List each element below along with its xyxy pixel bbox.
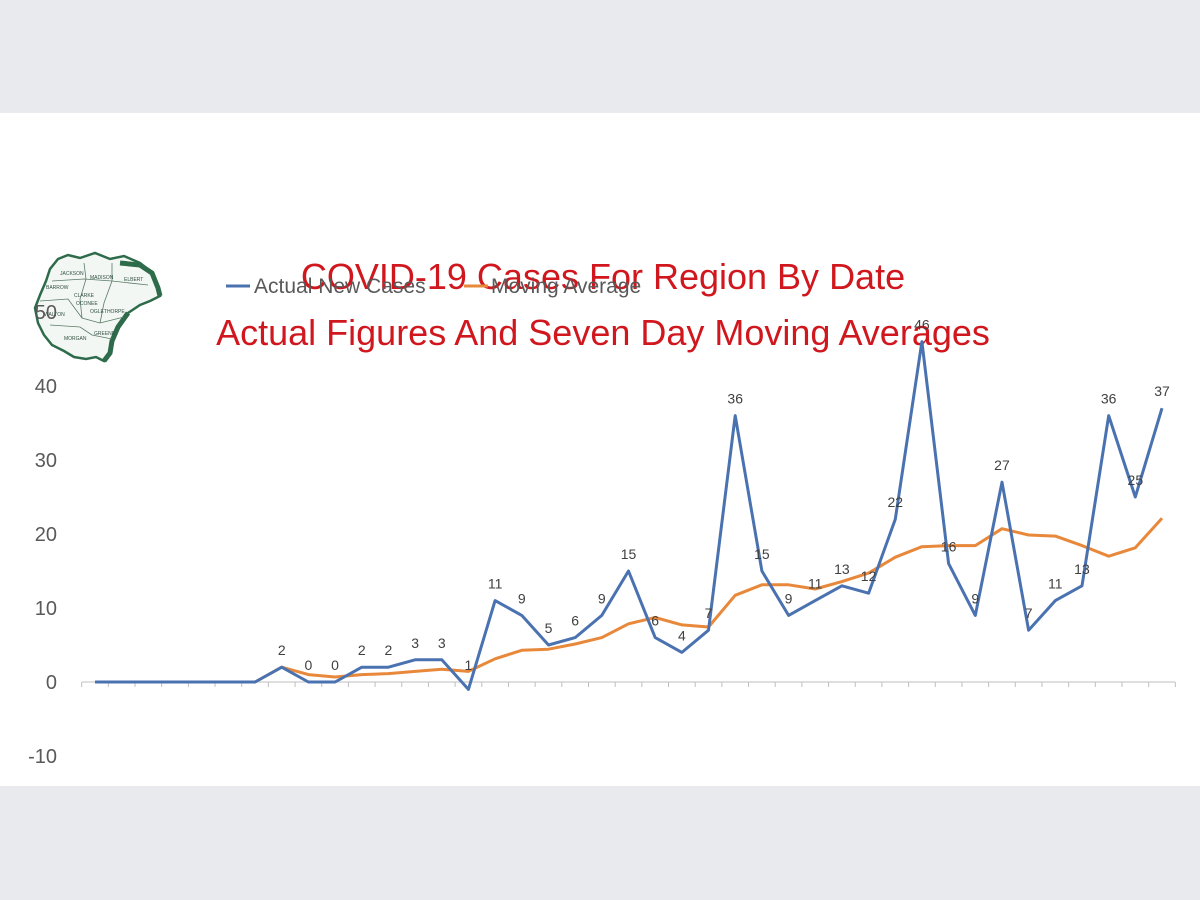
data-label: 2 xyxy=(278,642,286,658)
logo-county-label: JACKSON xyxy=(60,271,84,277)
data-label: 11 xyxy=(488,576,503,592)
x-axis: 7-Mar8-Mar9-Mar10-Mar11-Mar12-Mar13-Mar1… xyxy=(81,681,1176,687)
y-tick-label: 0 xyxy=(46,672,57,694)
y-tick-label: -10 xyxy=(28,746,57,768)
data-label: 11 xyxy=(808,576,823,592)
y-tick-label: 30 xyxy=(35,450,57,472)
data-label: 22 xyxy=(887,494,903,510)
data-label: 7 xyxy=(705,605,713,621)
legend-label-moving-average: Moving Average xyxy=(491,275,641,298)
data-label: 16 xyxy=(941,539,957,555)
region-map-logo: JACKSON MADISON ELBERT BARROW CLARKE OCO… xyxy=(33,251,163,363)
data-label: 15 xyxy=(754,546,770,562)
data-label: 6 xyxy=(651,613,659,629)
series-lines xyxy=(95,340,1164,691)
data-label: 9 xyxy=(518,590,526,606)
line-chart: JACKSON MADISON ELBERT BARROW CLARKE OCO… xyxy=(28,251,1176,768)
data-label: 25 xyxy=(1128,472,1144,488)
logo-county-label: CLARKE xyxy=(74,293,95,299)
data-label: 5 xyxy=(545,620,553,636)
data-label: 36 xyxy=(727,391,743,407)
y-tick-label: 40 xyxy=(35,376,57,398)
data-label: 13 xyxy=(834,561,850,577)
logo-county-label: WALTON xyxy=(44,312,65,318)
data-label: 37 xyxy=(1154,383,1170,399)
data-label: 7 xyxy=(1025,605,1033,621)
data-label: 3 xyxy=(411,635,419,651)
chart-legend: Actual New Cases Moving Average xyxy=(226,275,641,298)
chart-subtitle: Actual Figures And Seven Day Moving Aver… xyxy=(216,312,990,353)
data-label: 1 xyxy=(465,657,473,673)
y-tick-label: 50 xyxy=(35,302,57,324)
data-label: 36 xyxy=(1101,391,1117,407)
legend-label-actual: Actual New Cases xyxy=(254,275,426,298)
data-label: 9 xyxy=(971,590,979,606)
data-label: 9 xyxy=(598,590,606,606)
y-axis: -10 0 10 20 30 40 50 xyxy=(28,302,57,768)
logo-county-label: MORGAN xyxy=(64,336,87,342)
data-label: 0 xyxy=(305,657,313,673)
data-label: 2 xyxy=(358,642,366,658)
chart-slide: JACKSON MADISON ELBERT BARROW CLARKE OCO… xyxy=(0,113,1200,786)
data-label: 13 xyxy=(1074,561,1090,577)
data-label: 2 xyxy=(385,642,393,658)
logo-county-label: OCONEE xyxy=(76,301,98,307)
data-label: 6 xyxy=(571,613,579,629)
series-line-actual-new-cases xyxy=(95,340,1164,691)
data-label: 4 xyxy=(678,627,686,643)
data-label: 0 xyxy=(331,657,339,673)
data-label: 11 xyxy=(1048,576,1063,592)
logo-county-label: BARROW xyxy=(46,285,69,291)
y-tick-label: 20 xyxy=(35,524,57,546)
data-label: 3 xyxy=(438,635,446,651)
logo-county-label: GREENE xyxy=(94,331,116,337)
data-label: 15 xyxy=(621,546,637,562)
logo-county-label: MADISON xyxy=(90,275,114,281)
chart-title: COVID-19 Cases For Region By Date xyxy=(301,256,905,297)
data-label: 9 xyxy=(785,590,793,606)
logo-county-label: ELBERT xyxy=(124,277,143,283)
data-label: 27 xyxy=(994,457,1010,473)
logo-county-label: OGLETHORPE xyxy=(90,309,125,315)
data-label: 46 xyxy=(914,317,930,333)
data-label: 12 xyxy=(861,568,877,584)
series-line-moving-average xyxy=(95,517,1164,684)
y-tick-label: 10 xyxy=(35,598,57,620)
